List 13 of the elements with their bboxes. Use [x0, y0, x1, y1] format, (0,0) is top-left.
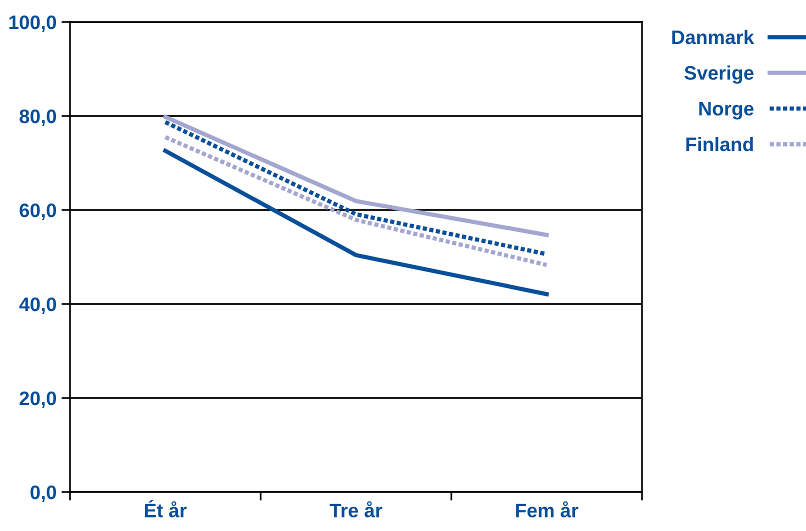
y-tick-label: 0,0 — [30, 485, 56, 502]
legend-label: Finland — [686, 136, 753, 152]
x-tick-label: Fem år — [516, 501, 578, 518]
x-tick-label: Tre år — [330, 501, 382, 518]
y-tick-label: 20,0 — [20, 391, 56, 408]
legend-label: Danmark — [672, 30, 754, 44]
y-tick-label: 100,0 — [9, 15, 56, 32]
y-tick-label: 80,0 — [20, 109, 56, 126]
y-tick-label: 40,0 — [19, 297, 56, 314]
y-tick-label: 60,0 — [20, 203, 56, 220]
x-tick-label: Ét år — [145, 500, 187, 518]
legend-label: Norge — [699, 102, 754, 120]
legend-label: Sverige — [684, 66, 754, 84]
